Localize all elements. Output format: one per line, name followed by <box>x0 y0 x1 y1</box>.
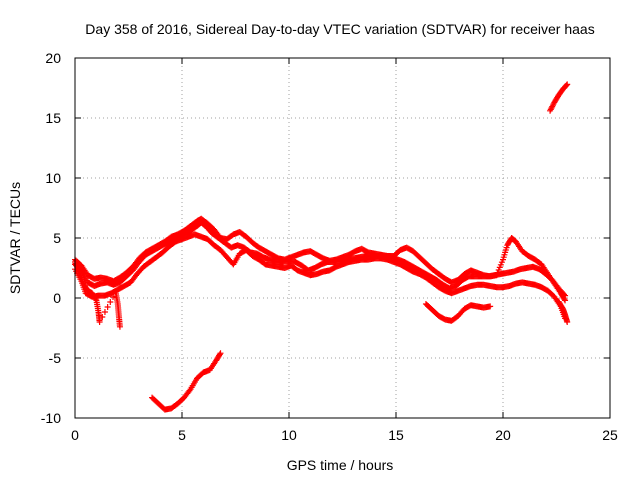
series-track-d <box>72 259 123 330</box>
data-point <box>109 294 116 300</box>
y-tick-label: 10 <box>45 170 61 186</box>
y-axis-label: SDTVAR / TECUs <box>7 182 23 294</box>
series-track-b <box>72 215 569 304</box>
data-point <box>564 81 571 88</box>
y-tick-label: -5 <box>49 350 62 366</box>
y-tick-label: 15 <box>45 110 61 126</box>
series-track-g <box>547 81 571 114</box>
plot-points <box>72 81 571 413</box>
data-point <box>216 351 223 358</box>
x-tick-label: 10 <box>281 427 297 443</box>
x-tick-labels: 0 5 10 15 20 25 <box>71 427 618 443</box>
data-point <box>96 319 103 325</box>
data-point <box>563 82 570 89</box>
y-tick-label: 5 <box>53 230 61 246</box>
data-point <box>116 323 123 330</box>
data-point <box>101 309 108 315</box>
data-point <box>564 319 571 325</box>
data-point <box>92 296 99 303</box>
series-track-h <box>555 298 571 325</box>
grid <box>75 58 610 418</box>
data-point <box>99 314 106 320</box>
series-track-f <box>422 301 494 324</box>
x-tick-label: 20 <box>495 427 511 443</box>
x-tick-label: 5 <box>178 427 186 443</box>
x-tick-label: 25 <box>602 427 618 443</box>
data-point <box>487 303 494 310</box>
x-axis-label: GPS time / hours <box>287 457 394 473</box>
plot-frame <box>74 57 611 419</box>
data-point <box>107 299 114 305</box>
y-tick-label: -10 <box>41 410 61 426</box>
y-tick-label: 0 <box>53 290 61 306</box>
y-tick-labels: -10 -5 0 5 10 15 20 <box>41 50 61 426</box>
x-tick-label: 0 <box>71 427 79 443</box>
data-point <box>561 296 568 303</box>
x-tick-label: 15 <box>388 427 404 443</box>
y-tick-label: 20 <box>45 50 61 66</box>
series-track-c <box>72 231 569 322</box>
data-point <box>104 304 111 310</box>
data-point <box>217 350 224 357</box>
data-point <box>562 297 569 304</box>
series-track-e <box>149 350 224 413</box>
chart-title: Day 358 of 2016, Sidereal Day-to-day VTE… <box>85 21 594 37</box>
